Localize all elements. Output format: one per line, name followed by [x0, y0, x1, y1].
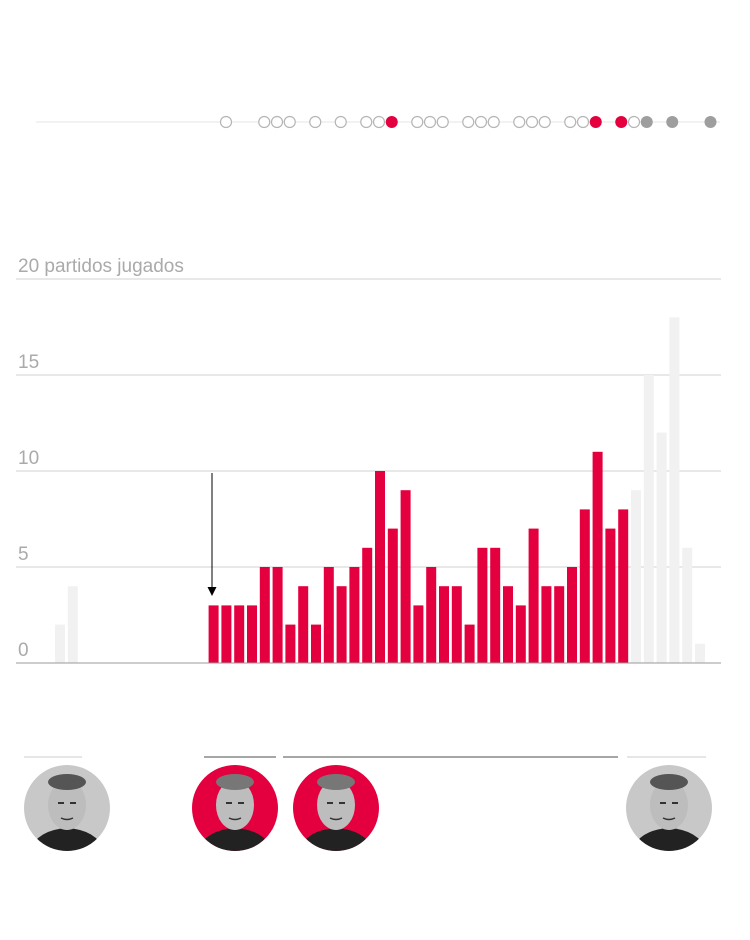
timeline-dot-open [436, 115, 449, 129]
bar-context-before [55, 624, 65, 663]
bar-context-after [669, 317, 680, 663]
timeline-dot-red [615, 116, 628, 128]
bar-highlight [503, 586, 513, 663]
bar-highlight [221, 605, 232, 663]
bar-highlight [567, 567, 577, 663]
y-tick-label: 10 [18, 448, 39, 469]
avatar-coach-2 [192, 765, 278, 851]
bar-highlight [323, 567, 334, 663]
bar-context-before [67, 586, 78, 663]
timeline-dot-open [423, 115, 437, 129]
bar-highlight [336, 586, 347, 663]
bar-highlight [400, 490, 411, 663]
bar-highlight [477, 547, 488, 663]
avatar-coach-4 [626, 765, 712, 851]
avatar-coach-1 [24, 765, 110, 851]
bar-highlight [426, 567, 437, 663]
timeline-dot-gray [704, 116, 717, 128]
bar-highlight [362, 547, 373, 663]
bars [55, 317, 705, 663]
bar-highlight [375, 471, 385, 663]
timeline-dot-open [283, 115, 296, 129]
annotation-arrow [207, 473, 217, 596]
bar-highlight [554, 586, 565, 663]
timeline-dot-open [360, 115, 373, 129]
timeline-dot-open [525, 115, 539, 129]
bar-highlight [349, 567, 360, 663]
bar-highlight [528, 528, 539, 663]
timeline-dot-open [411, 115, 424, 129]
timeline-dot-red [589, 116, 602, 128]
timeline-dot-open [538, 115, 551, 129]
arrow-head-icon [207, 587, 217, 596]
timeline-dot-open [462, 115, 475, 129]
bar-highlight [605, 528, 616, 663]
bar-highlight [541, 586, 552, 663]
y-tick-label: 20 partidos jugados [18, 256, 184, 277]
timeline-dot-open [270, 115, 284, 129]
timeline-dot-open [576, 115, 590, 129]
bar-highlight [285, 624, 296, 663]
bar-highlight [439, 586, 449, 663]
timeline-dot-gray [666, 116, 679, 128]
coach-portraits [24, 765, 712, 851]
timeline-dot-open [627, 115, 641, 129]
bar-context-after [682, 547, 693, 663]
bar-highlight [464, 624, 475, 663]
timeline-dot-open [474, 115, 488, 129]
y-tick-label: 15 [18, 352, 39, 373]
bar-highlight [234, 605, 245, 663]
bar-context-after [643, 375, 654, 663]
bar-highlight [311, 624, 321, 663]
timeline-dot-open [219, 115, 233, 129]
bar-highlight [387, 528, 398, 663]
bar-context-after [631, 490, 641, 663]
bar-highlight [413, 605, 424, 663]
avatar-coach-3 [293, 765, 379, 851]
bar-highlight [515, 605, 526, 663]
bar-highlight [247, 605, 257, 663]
bar-highlight [618, 509, 629, 663]
timeline-dot-open [564, 115, 577, 129]
timeline-dot-open [372, 115, 386, 129]
bar-highlight [592, 451, 603, 663]
bar-highlight [298, 586, 309, 663]
bar-highlight [259, 567, 270, 663]
timeline-dot-open [334, 115, 347, 129]
bar-highlight [490, 547, 501, 663]
y-tick-label: 5 [18, 544, 29, 565]
timeline-dot-open [309, 115, 322, 129]
timeline-dot-gray [640, 116, 653, 128]
bar-highlight [272, 567, 283, 663]
bar-context-after [656, 432, 667, 663]
bar-highlight [208, 605, 219, 663]
timeline-dot-open [513, 115, 526, 129]
timeline-dot-open [487, 115, 500, 129]
gridlines [16, 278, 721, 568]
timeline [36, 115, 720, 129]
bar-context-after [695, 643, 705, 663]
timeline-dot-red [385, 116, 398, 128]
y-axis-labels: 20 partidos jugados 15 10 5 0 [18, 256, 184, 661]
bar-highlight [579, 509, 590, 663]
y-tick-label: 0 [18, 640, 29, 661]
timeline-dot-open [258, 115, 271, 129]
bar-highlight [451, 586, 462, 663]
